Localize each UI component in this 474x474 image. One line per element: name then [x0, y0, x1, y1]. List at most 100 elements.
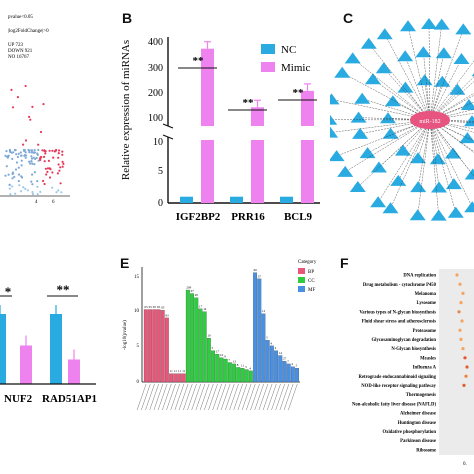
volcano-point: [61, 165, 64, 168]
panel-e-data-label: 7: [228, 358, 230, 362]
volcano-point: [22, 186, 25, 189]
panel-e-bar-cc: [248, 370, 253, 383]
panel-e-data-label: 17: [216, 350, 220, 354]
network-target-node: [334, 66, 351, 78]
network-edge: [429, 95, 474, 121]
volcano-point: [14, 168, 18, 171]
volcano-point: [17, 179, 20, 183]
volcano-point: [20, 175, 23, 178]
panel-e-term-tick: [212, 383, 222, 411]
panel-f-dot: [458, 328, 462, 332]
legend-mimic-label: Mimic: [281, 62, 310, 74]
network-target-node: [344, 52, 361, 64]
panel-f-pathway-label: Proteasome: [413, 329, 436, 334]
panel-e-term-tick: [149, 383, 159, 411]
volcano-point: [23, 154, 27, 157]
volcano-point: [55, 191, 58, 194]
volcano-point: [27, 148, 30, 152]
legend-cc-label: CC: [308, 279, 315, 284]
panel-e-ytick-0: 0: [137, 380, 140, 385]
panel-a-legend: pvalue<0.05 |log2FoldChange|>0 UP 723 DO…: [8, 15, 49, 60]
panel-e-bar-mf: [274, 350, 278, 383]
panel-f-pathway-label: NOD-like receptor signaling pathway: [361, 384, 436, 389]
panel-e-term-tick: [229, 383, 239, 411]
volcano-point: [19, 190, 23, 193]
volcano-point: [29, 118, 32, 121]
legend-up: UP 723: [8, 43, 23, 48]
panel-e-data-label: 12: [262, 309, 266, 313]
network-target-node: [360, 37, 377, 49]
network-target-node: [397, 81, 414, 93]
network-target-node: [395, 144, 411, 156]
panel-e-bar-bp: [160, 310, 165, 383]
panel-e-bar-mf: [286, 363, 291, 383]
volcano-point: [14, 192, 17, 195]
panel-e-data-label: 65: [149, 305, 153, 309]
network-target-node: [453, 53, 470, 64]
panel-b-bar-mimic-lower: [301, 140, 314, 203]
volcano-xtick-4: 4: [35, 200, 38, 205]
panel-e-term-tick: [195, 383, 206, 411]
network-edge: [428, 23, 431, 121]
legend-down: DOWN 921: [8, 49, 33, 54]
network-target-node: [409, 209, 426, 221]
panel-e-data-label: 11: [182, 369, 185, 373]
network-target-node: [464, 115, 474, 127]
panel-e-ytick-15: 15: [134, 275, 140, 280]
panel-f-dot: [463, 356, 467, 360]
network-edge: [429, 60, 474, 121]
panel-b-label: B: [122, 10, 133, 26]
volcano-point: [20, 164, 23, 167]
panel-e-bar-bp: [164, 317, 169, 383]
volcano-point: [13, 175, 16, 178]
volcano-point: [4, 174, 7, 177]
panel-b-sig-1: **: [193, 55, 205, 67]
volcano-point: [29, 162, 32, 165]
panel-f-dot: [460, 319, 464, 323]
network-target-node: [330, 150, 345, 162]
panel-e-data-label: 11: [170, 369, 173, 373]
panel-f-dot: [459, 301, 463, 305]
network-target-node: [464, 201, 474, 213]
volcano-point: [20, 159, 23, 162]
panel-e-data-label: 5: [245, 365, 247, 369]
panel-e-data-label: 37: [258, 274, 262, 278]
panel-e-term-tick: [267, 383, 277, 411]
panel-b-bar-mimic-lower: [201, 140, 214, 203]
volcano-point: [45, 173, 48, 176]
panel-e-data-label: 65: [157, 305, 161, 309]
volcano-point: [36, 185, 39, 188]
network-target-node: [380, 112, 396, 124]
volcano-point: [31, 162, 34, 165]
panel-d-sig-2: **: [57, 282, 70, 297]
panel-e-bar-mf: [290, 366, 295, 383]
network-edge: [429, 119, 474, 177]
volcano-point: [48, 176, 52, 179]
volcano-point: [12, 151, 15, 154]
network-graph: [330, 18, 474, 221]
network-target-node: [447, 206, 464, 218]
panel-e-data-label: 4: [291, 362, 293, 366]
panel-b-ytick-5: 5: [158, 166, 163, 177]
network-edge: [423, 52, 431, 121]
volcano-point: [60, 191, 63, 194]
network-edge: [429, 24, 442, 121]
panel-d-bar-mimic: [68, 359, 80, 384]
panel-f-pathway-label: Melanoma: [415, 292, 437, 297]
panel-e-term-tick: [237, 383, 248, 411]
network-edge: [367, 119, 431, 154]
panel-b-bar-nc: [180, 196, 193, 203]
panel-e-bar-mf: [261, 313, 266, 383]
panel-e-bar-cc: [219, 357, 224, 383]
panel-e-term-tick: [275, 383, 285, 411]
network-edge: [342, 72, 431, 121]
panel-e-term-tick: [208, 383, 218, 411]
volcano-point: [61, 150, 64, 153]
volcano-point: [44, 150, 47, 153]
volcano-point: [51, 149, 54, 152]
panel-e-bar-bp: [173, 373, 178, 383]
network-target-node: [382, 127, 399, 139]
network-target-node: [429, 153, 446, 165]
volcano-point: [24, 156, 27, 159]
panel-f-dot: [464, 374, 468, 378]
